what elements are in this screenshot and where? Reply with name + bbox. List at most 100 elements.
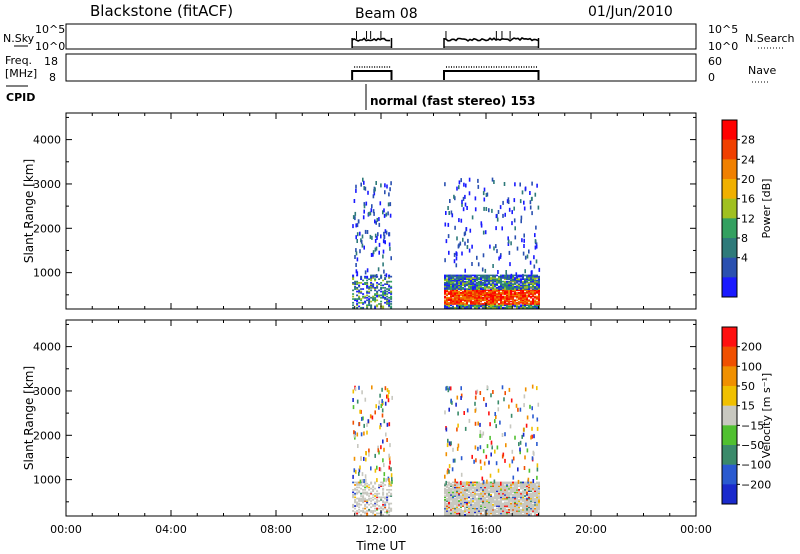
heatmap-cell xyxy=(522,290,524,293)
heatmap-cell xyxy=(454,511,456,514)
heatmap-cell xyxy=(384,277,387,279)
scatter-cell xyxy=(364,474,367,479)
heatmap-cell xyxy=(456,512,458,515)
heatmap-cell xyxy=(476,306,478,309)
heatmap-cell xyxy=(458,491,460,494)
heatmap-cell xyxy=(484,510,486,512)
scatter-cell xyxy=(361,479,364,483)
heatmap-cell xyxy=(506,494,508,496)
heatmap-cell xyxy=(502,508,504,511)
scatter-cell xyxy=(365,478,367,483)
scatter-cell xyxy=(388,242,391,247)
heatmap-cell xyxy=(490,499,492,501)
heatmap-cell xyxy=(368,492,371,495)
heatmap-cell xyxy=(534,505,536,507)
heatmap-cell xyxy=(378,289,381,292)
heatmap-cell xyxy=(452,293,454,295)
heatmap-cell xyxy=(528,304,530,307)
heatmap-cell xyxy=(464,494,466,496)
heatmap-cell xyxy=(528,511,530,514)
heatmap-cell xyxy=(366,499,369,501)
heatmap-cell xyxy=(498,497,500,500)
heatmap-cell xyxy=(522,484,524,486)
heatmap-cell xyxy=(492,287,494,289)
heatmap-cell xyxy=(480,507,482,510)
heatmap-cell xyxy=(526,288,528,290)
heatmap-cell xyxy=(450,288,452,290)
y-tick-label: 4000 xyxy=(33,134,61,147)
heatmap-cell xyxy=(528,506,530,509)
heatmap-cell xyxy=(486,294,488,297)
heatmap-cell xyxy=(368,292,371,294)
heatmap-cell xyxy=(490,503,492,506)
heatmap-cell xyxy=(352,510,355,512)
scatter-cell xyxy=(381,401,383,406)
heatmap-cell xyxy=(530,279,532,282)
heatmap-cell xyxy=(354,487,357,490)
heatmap-cell xyxy=(512,303,514,305)
scatter-cell xyxy=(465,227,468,232)
scatter-cell xyxy=(531,434,533,439)
heatmap-cell xyxy=(444,511,446,514)
scatter-cell xyxy=(451,467,454,472)
heatmap-cell xyxy=(468,306,470,309)
heatmap-cell xyxy=(452,507,454,510)
heatmap-cell xyxy=(470,487,472,490)
heatmap-cell xyxy=(464,507,466,510)
scatter-cell xyxy=(530,435,532,440)
heatmap-cell xyxy=(456,303,458,305)
heatmap-cell xyxy=(378,507,381,510)
heatmap-cell xyxy=(454,507,456,510)
heatmap-cell xyxy=(448,303,450,305)
heatmap-cell xyxy=(478,282,480,284)
scatter-cell xyxy=(354,431,356,436)
heatmap-cell xyxy=(534,513,536,516)
heatmap-cell xyxy=(504,282,506,284)
scatter-cell xyxy=(377,448,380,453)
heatmap-cell xyxy=(352,283,355,285)
scatter-cell xyxy=(482,449,485,454)
heatmap-cell xyxy=(482,486,484,489)
heatmap-cell xyxy=(386,300,389,303)
heatmap-cell xyxy=(462,496,464,499)
heatmap-cell xyxy=(470,287,472,289)
scatter-cell xyxy=(524,387,527,392)
heatmap-cell xyxy=(524,495,526,497)
heatmap-cell xyxy=(378,512,381,515)
heatmap-cell xyxy=(490,501,492,504)
heatmap-cell xyxy=(466,278,468,280)
heatmap-cell xyxy=(368,304,371,307)
heatmap-cell xyxy=(508,499,510,501)
heatmap-cell xyxy=(354,507,357,510)
heatmap-cell xyxy=(514,500,516,502)
heatmap-cell xyxy=(504,511,506,514)
scatter-cell xyxy=(508,250,511,255)
heatmap-cell xyxy=(530,494,532,496)
scatter-cell xyxy=(382,439,384,444)
heatmap-cell xyxy=(470,274,472,277)
date-title: 01/Jun/2010 xyxy=(588,4,673,20)
heatmap-cell xyxy=(358,296,361,299)
heatmap-cell xyxy=(484,282,486,284)
heatmap-cell xyxy=(514,510,516,512)
heatmap-cell xyxy=(454,494,456,496)
heatmap-cell xyxy=(470,511,472,514)
heatmap-cell xyxy=(500,280,502,283)
heatmap-cell xyxy=(446,289,448,292)
heatmap-cell xyxy=(446,489,448,491)
heatmap-cell xyxy=(362,497,365,500)
heatmap-cell xyxy=(494,296,496,299)
scatter-cell xyxy=(510,413,513,418)
heatmap-cell xyxy=(374,279,377,282)
nave-tick-bottom: 0 xyxy=(708,71,715,84)
scatter-cell xyxy=(519,447,521,452)
heatmap-cell xyxy=(494,496,496,499)
heatmap-cell xyxy=(444,489,446,491)
heatmap-cell xyxy=(456,482,458,485)
heatmap-cell xyxy=(374,296,377,299)
heatmap-cell xyxy=(484,277,486,279)
scatter-cell xyxy=(482,431,485,436)
heatmap-cell xyxy=(446,305,448,308)
heatmap-cell xyxy=(518,485,520,487)
heatmap-cell xyxy=(454,485,456,487)
